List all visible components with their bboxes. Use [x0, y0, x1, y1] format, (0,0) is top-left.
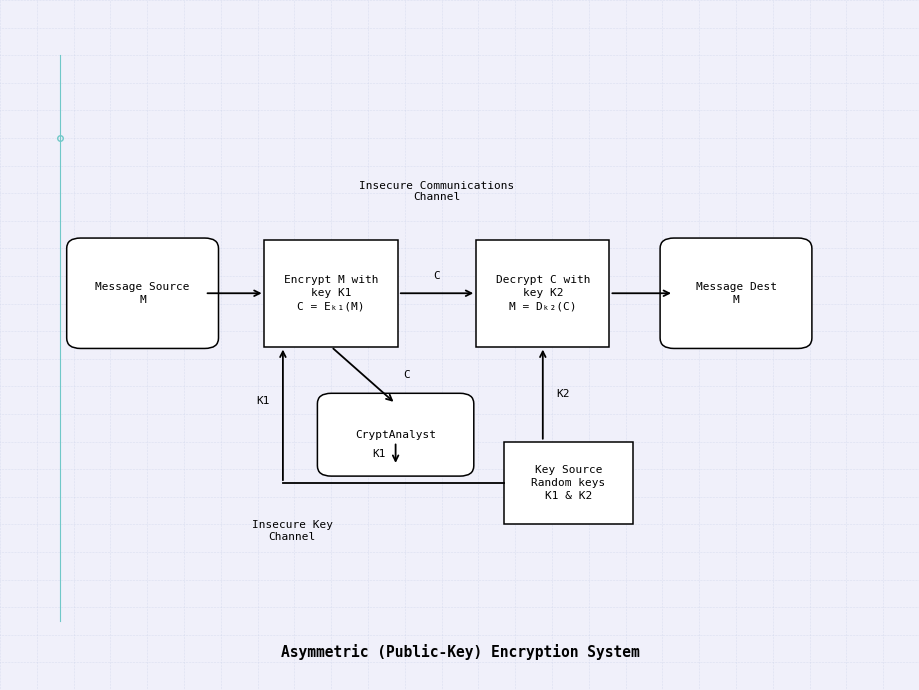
Text: Encrypt M with
key K1
C = Eₖ₁(M): Encrypt M with key K1 C = Eₖ₁(M) — [284, 275, 378, 311]
FancyBboxPatch shape — [476, 240, 608, 347]
Text: Insecure Communications
Channel: Insecure Communications Channel — [359, 181, 514, 202]
FancyBboxPatch shape — [660, 238, 811, 348]
Text: Decrypt C with
key K2
M = Dₖ₂(C): Decrypt C with key K2 M = Dₖ₂(C) — [495, 275, 589, 311]
Text: Insecure Key
Channel: Insecure Key Channel — [251, 520, 333, 542]
Text: K2: K2 — [556, 389, 569, 399]
Text: CryptAnalyst: CryptAnalyst — [355, 430, 436, 440]
Text: Asymmetric (Public-Key) Encryption System: Asymmetric (Public-Key) Encryption Syste… — [280, 644, 639, 660]
FancyBboxPatch shape — [67, 238, 219, 348]
FancyBboxPatch shape — [265, 240, 397, 347]
FancyBboxPatch shape — [504, 442, 632, 524]
Text: K1: K1 — [372, 448, 385, 459]
Text: K1: K1 — [255, 396, 269, 406]
FancyBboxPatch shape — [317, 393, 473, 476]
Text: Message Dest
M: Message Dest M — [695, 282, 776, 305]
Text: Message Source
M: Message Source M — [96, 282, 189, 305]
Text: C: C — [433, 271, 440, 281]
Text: C: C — [403, 371, 410, 380]
Text: Key Source
Random keys
K1 & K2: Key Source Random keys K1 & K2 — [531, 465, 605, 501]
